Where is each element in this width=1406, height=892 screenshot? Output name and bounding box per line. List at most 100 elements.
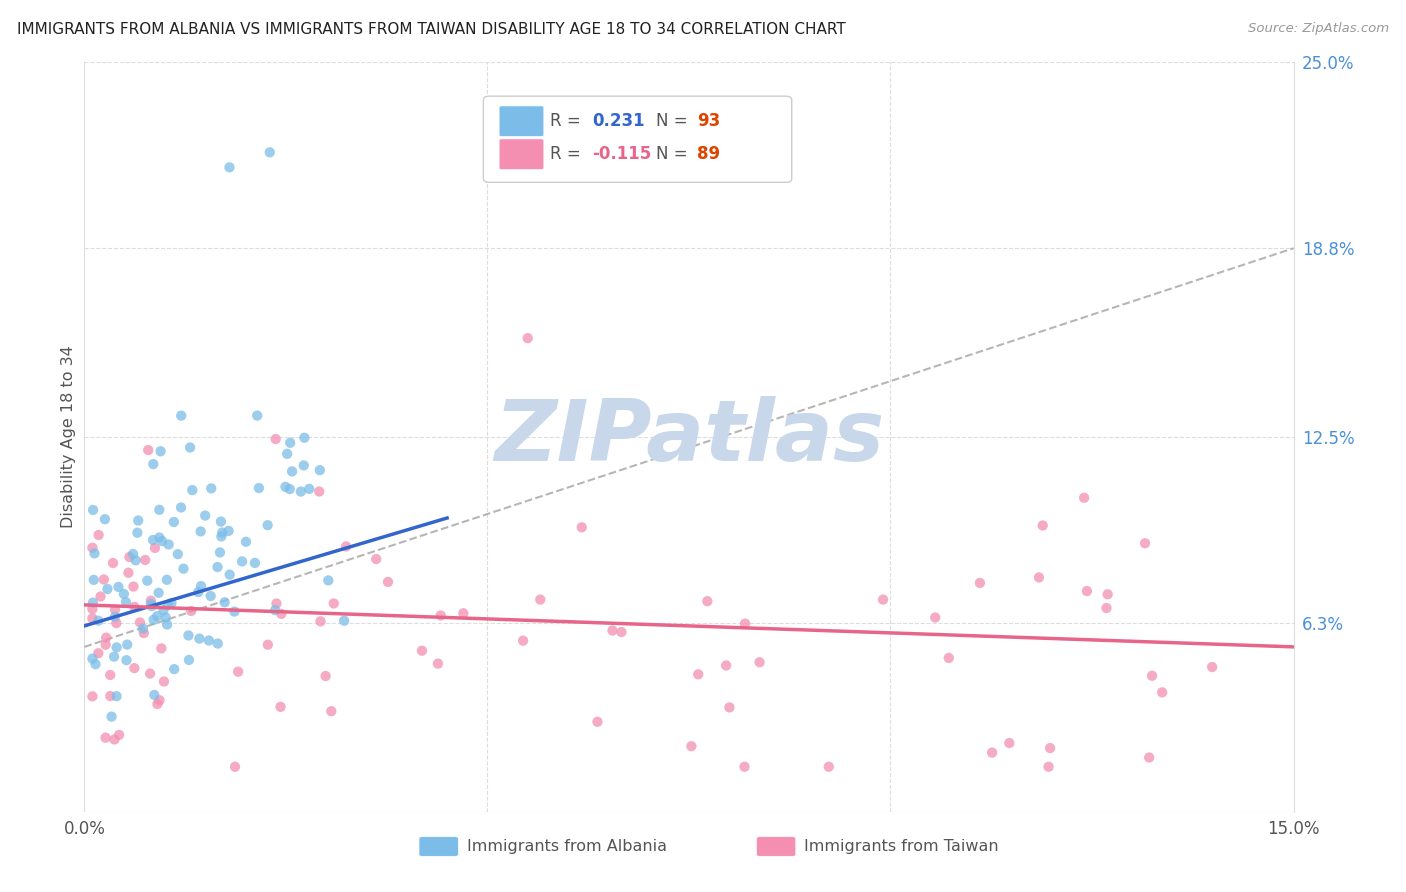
Point (177, 653, 200, 667)
Point (247, 481, 270, 495)
Point (226, 665, 249, 679)
FancyBboxPatch shape (499, 106, 544, 136)
Point (264, 603, 287, 617)
Point (529, 592, 551, 607)
Point (218, 567, 240, 582)
Point (318, 574, 340, 588)
Point (136, 574, 159, 588)
Point (281, 464, 304, 478)
Point (748, 655, 770, 669)
Point (207, 636, 229, 650)
Point (89, 590, 111, 604)
Point (160, 596, 183, 610)
Point (142, 457, 165, 471)
Point (82, 651, 104, 665)
Point (122, 580, 145, 594)
Point (1097, 587, 1119, 601)
Point (83, 546, 105, 560)
Point (278, 435, 301, 450)
Point (209, 529, 232, 543)
Point (87, 528, 110, 542)
Point (107, 580, 129, 594)
Point (139, 593, 162, 607)
Point (132, 622, 155, 636)
Point (139, 666, 162, 681)
Point (266, 597, 288, 611)
Point (292, 431, 315, 445)
Point (157, 598, 180, 612)
Point (426, 657, 449, 671)
Point (177, 628, 200, 642)
Point (94, 731, 117, 745)
Point (115, 595, 138, 609)
Point (718, 700, 741, 714)
Point (187, 585, 209, 599)
Point (146, 697, 169, 711)
Point (981, 746, 1004, 760)
Point (1137, 750, 1160, 764)
Text: ZIPatlas: ZIPatlas (494, 395, 884, 479)
Point (333, 614, 356, 628)
Point (156, 573, 179, 587)
Point (335, 540, 357, 554)
Point (688, 667, 710, 681)
Point (292, 458, 315, 473)
Point (83, 573, 105, 587)
Point (148, 503, 170, 517)
Point (163, 515, 186, 529)
Text: R =: R = (550, 145, 586, 163)
Point (453, 606, 475, 620)
Point (200, 482, 222, 496)
Point (231, 554, 253, 568)
Point (218, 161, 240, 175)
Point (516, 331, 538, 345)
Point (190, 579, 212, 593)
Point (1073, 491, 1095, 505)
Point (141, 599, 163, 614)
Point (150, 641, 173, 656)
Point (938, 651, 960, 665)
Point (103, 732, 125, 747)
Point (571, 520, 593, 534)
Point (96, 631, 118, 645)
Point (276, 447, 298, 461)
Point (129, 615, 152, 630)
Point (377, 574, 399, 589)
Point (1038, 760, 1060, 774)
Point (104, 610, 127, 624)
Point (246, 409, 269, 423)
Point (1032, 518, 1054, 533)
Point (127, 514, 149, 528)
Point (817, 760, 839, 774)
FancyBboxPatch shape (484, 96, 792, 182)
Point (924, 610, 946, 624)
Point (94, 512, 117, 526)
Point (124, 661, 146, 675)
Point (105, 689, 128, 703)
Point (163, 662, 186, 676)
Text: 93: 93 (697, 112, 721, 130)
Point (87, 646, 110, 660)
Point (322, 596, 344, 610)
Point (714, 658, 737, 673)
Point (257, 638, 280, 652)
Point (96, 582, 118, 596)
Text: Immigrants from Albania: Immigrants from Albania (467, 839, 666, 854)
Point (586, 714, 609, 729)
Point (82, 596, 104, 610)
Point (290, 484, 312, 499)
Point (188, 632, 211, 646)
Point (87, 614, 110, 628)
Point (82, 503, 104, 517)
Point (1095, 601, 1118, 615)
Point (194, 508, 217, 523)
Point (105, 640, 128, 655)
Point (170, 500, 193, 515)
Point (1028, 570, 1050, 584)
Point (103, 649, 125, 664)
Y-axis label: Disability Age 18 to 34: Disability Age 18 to 34 (60, 346, 76, 528)
Point (1152, 685, 1174, 699)
Point (136, 443, 159, 458)
Text: -0.115: -0.115 (592, 145, 651, 163)
Point (366, 552, 388, 566)
